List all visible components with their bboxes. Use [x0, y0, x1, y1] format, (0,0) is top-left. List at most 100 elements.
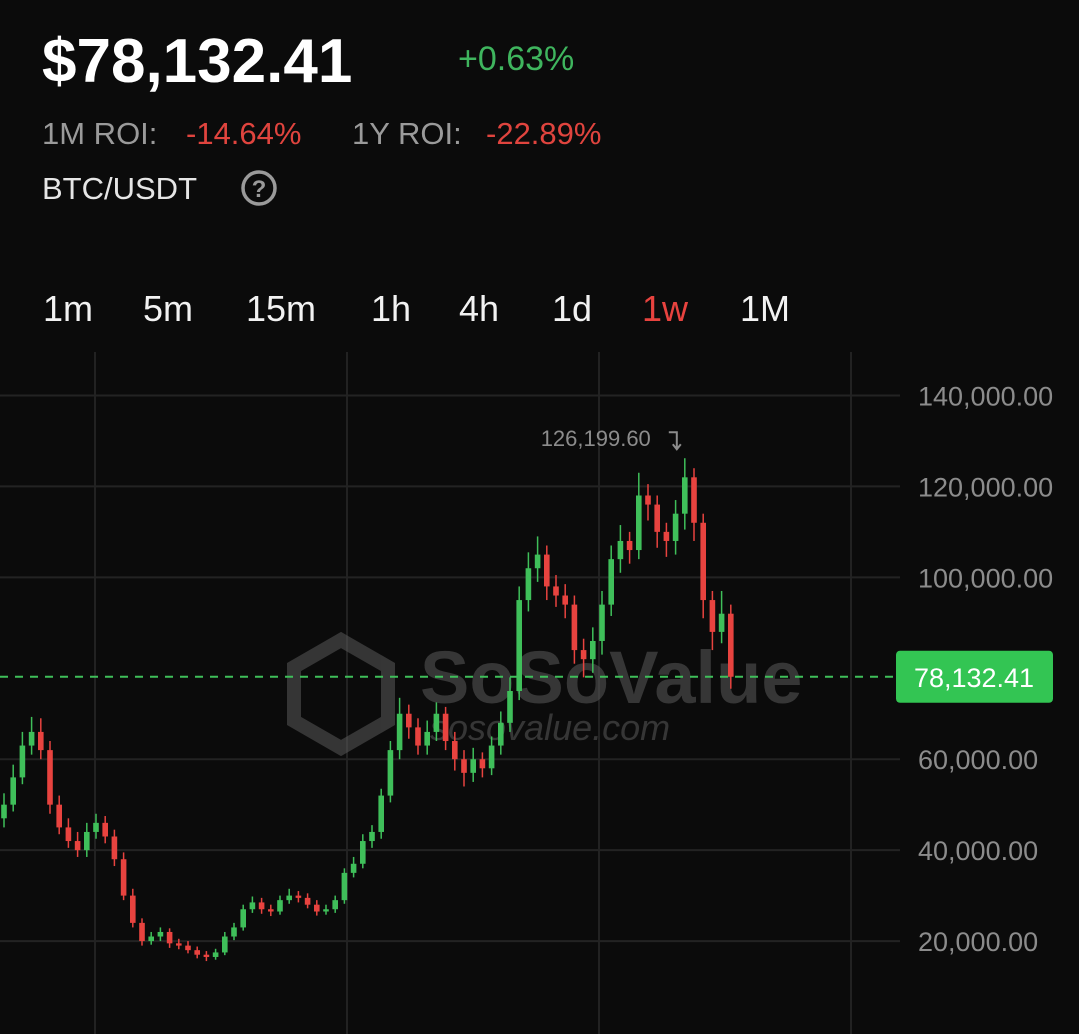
watermark-logo: [287, 631, 395, 757]
candle-body: [728, 613, 734, 677]
candle-body: [682, 477, 688, 514]
candle-body: [378, 795, 384, 832]
candle-body: [19, 745, 26, 778]
interval-tab[interactable]: 5m: [143, 288, 193, 329]
candle-body: [84, 831, 90, 851]
interval-tab[interactable]: 1M: [740, 288, 790, 329]
candle-body: [102, 822, 108, 837]
candle-body: [350, 863, 357, 873]
candle-body: [718, 613, 725, 632]
candle-body: [645, 495, 651, 505]
y-tick-label: 40,000.00: [918, 836, 1038, 866]
candle-body: [507, 691, 513, 723]
candle-body: [194, 950, 200, 955]
roi-value: -22.89%: [486, 116, 601, 151]
candle-body: [415, 727, 421, 746]
interval-tab[interactable]: 15m: [246, 288, 316, 329]
candle-body: [212, 952, 219, 957]
vertical-grid: [94, 352, 852, 1034]
candle-body: [203, 954, 210, 957]
candle-body: [130, 895, 136, 923]
candle-body: [185, 945, 191, 951]
help-glyph[interactable]: ?: [252, 176, 267, 203]
candle-body: [654, 504, 660, 532]
y-tick-label: 20,000.00: [918, 927, 1038, 957]
roi-label: 1Y ROI:: [352, 116, 462, 151]
candle-body: [10, 777, 16, 805]
candle-body: [461, 759, 467, 773]
roi-label: 1M ROI:: [42, 116, 157, 151]
change: +0.63%: [458, 40, 574, 78]
candle-body: [1, 804, 7, 819]
interval-tab[interactable]: 1h: [371, 288, 411, 329]
y-tick-label: 120,000.00: [918, 472, 1053, 502]
candle-body: [599, 604, 605, 641]
candle-body: [369, 831, 375, 842]
y-tick-label: 140,000.00: [918, 381, 1053, 411]
candle-body: [663, 531, 670, 541]
candle-body: [65, 827, 72, 842]
max-label: 126,199.60: [541, 426, 651, 451]
candle-body: [166, 931, 173, 944]
candle-body: [295, 895, 302, 898]
candle-body: [700, 522, 706, 601]
candle-body: [268, 909, 274, 912]
candle-body: [360, 841, 366, 864]
price: $78,132.41: [42, 27, 352, 96]
pair: BTC/USDT: [42, 171, 197, 206]
candle-body: [277, 900, 283, 912]
candle-body: [691, 477, 697, 523]
candle-body: [580, 650, 587, 660]
candle-body: [571, 604, 578, 651]
candle-body: [47, 750, 53, 805]
candle-body: [442, 713, 449, 742]
candle-body: [304, 897, 311, 905]
candle-body: [341, 872, 348, 901]
candle-body: [74, 841, 81, 851]
candle-body: [479, 759, 486, 769]
candle-body: [470, 759, 476, 773]
candle-body: [433, 713, 440, 732]
candle-body: [709, 600, 716, 632]
candle-body: [396, 713, 403, 751]
interval-tab[interactable]: 1d: [552, 288, 592, 329]
candle-body: [148, 936, 154, 942]
max-arrow: [668, 431, 682, 451]
candle-body: [93, 822, 99, 832]
candle-body: [608, 559, 614, 605]
roi-value: -14.64%: [186, 116, 301, 151]
candle-body: [139, 922, 145, 942]
candle-body: [672, 513, 679, 541]
candle-body: [314, 904, 320, 912]
candle-body: [38, 731, 44, 751]
chart: 20,000.00 40,000.00 60,000.00 100,000.00 120…: [0, 381, 1053, 962]
candle-body: [488, 745, 495, 769]
help-icon[interactable]: [241, 170, 277, 206]
candle-body: [120, 859, 127, 896]
candle-body: [424, 731, 430, 746]
candle-body: [176, 943, 182, 946]
candle-body: [240, 909, 246, 928]
candle-body: [258, 902, 265, 910]
candle-body: [590, 640, 596, 660]
y-tick-label: 100,000.00: [918, 563, 1053, 593]
candle-body: [332, 900, 338, 910]
candle-body: [28, 731, 35, 746]
candle-body: [249, 902, 256, 910]
candle-body: [406, 713, 412, 728]
candle-body: [544, 554, 550, 587]
watermark-url: sosovalue.com: [430, 707, 670, 748]
candle-body: [636, 495, 642, 551]
interval-tab[interactable]: 1w: [642, 288, 689, 329]
candle-body: [534, 554, 541, 569]
candle-body: [387, 750, 394, 796]
y-tick-label: 60,000.00: [918, 745, 1038, 775]
candle-body: [452, 741, 458, 760]
last-price-label: 78,132.41: [914, 663, 1034, 693]
interval-tab[interactable]: 4h: [459, 288, 499, 329]
candle-body: [157, 931, 164, 937]
interval-tab[interactable]: 1m: [43, 288, 93, 329]
